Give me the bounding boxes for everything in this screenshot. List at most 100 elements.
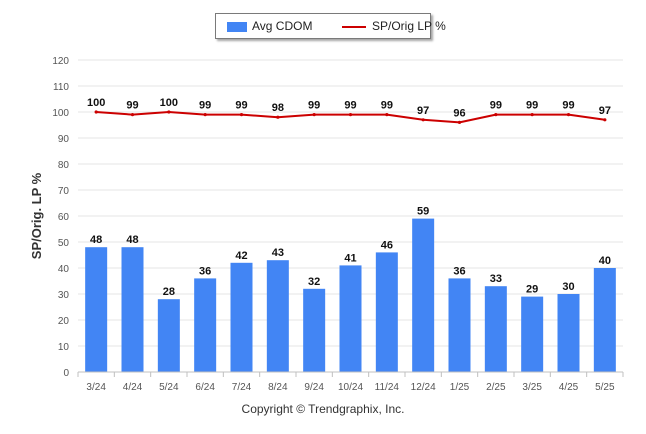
y-tick-label: 50 [58,238,70,249]
line-series [94,110,607,124]
x-tick-label: 2/25 [486,382,506,393]
x-tick-label: 7/24 [232,382,252,393]
line-data-label: 99 [526,100,538,112]
bar-data-label: 28 [163,286,175,298]
legend-swatch-sp-orig-lp [342,26,366,28]
line-point [276,115,280,119]
line-data-label: 97 [599,105,611,117]
bar [266,260,289,372]
bar-data-label: 33 [490,273,502,285]
legend: Avg CDOM SP/Orig LP % [215,13,446,39]
line-point [348,113,353,117]
y-tick-label: 70 [58,186,70,197]
line-point [494,113,498,117]
bar-data-label: 46 [381,239,393,251]
x-tick-label: 3/25 [522,382,542,393]
line-point [239,113,244,117]
line-data-label: 99 [235,100,247,112]
line-point [603,118,607,122]
y-tick-label: 80 [58,160,70,171]
bar-data-label: 48 [126,234,138,246]
y-tick-label: 120 [52,56,69,67]
y-axis-ticks: 0 10 20 30 40 50 60 70 80 90 100 110 120 [52,56,69,379]
bar-data-label: 32 [308,276,320,288]
bar [85,247,108,372]
line-data-label: 96 [453,107,465,119]
bar [194,278,217,372]
x-tick-label: 11/24 [375,382,400,393]
line-data-label: 100 [160,97,178,109]
bar-data-label: 36 [453,265,465,277]
x-tick-label: 8/24 [268,382,288,393]
bar-data-labels: 48 48 28 36 42 43 32 41 46 59 36 33 29 30 40 [90,206,611,299]
line-data-label: 100 [87,97,105,109]
legend-swatch-avg-cdom [227,22,247,32]
bar [230,262,253,372]
line-data-label: 99 [344,100,356,112]
bar-data-label: 59 [417,206,429,218]
bar-data-label: 40 [599,255,611,267]
x-axis-ticks: 3/24 4/24 5/24 6/24 7/24 8/24 9/24 10/24 11/24 12… [77,372,624,393]
bar [557,294,580,372]
line-data-label: 99 [381,100,393,112]
x-tick-label: 12/24 [411,382,436,393]
bar-series [85,218,616,372]
x-tick-label: 5/24 [159,382,179,393]
x-tick-label: 10/24 [338,382,363,393]
bar [157,299,180,372]
y-tick-label: 100 [52,108,69,119]
bar [339,265,362,372]
bar-data-label: 30 [562,281,574,293]
y-tick-label: 30 [58,290,70,301]
x-tick-label: 4/24 [123,382,143,393]
bar [521,296,544,372]
bar [375,252,398,372]
x-tick-label: 3/24 [86,382,106,393]
bar-data-label: 43 [272,247,284,259]
line-point [203,113,207,117]
y-tick-label: 20 [58,316,70,327]
line-point [167,110,171,114]
line-data-label: 98 [272,102,284,114]
y-tick-label: 0 [63,368,69,379]
y-tick-label: 10 [58,342,70,353]
line-point [566,113,571,117]
legend-label-avg-cdom: Avg CDOM [252,19,313,33]
line-point [94,110,98,114]
line-data-labels: 100 99 100 99 99 98 99 99 99 97 96 99 99 99 97 [87,97,611,119]
line-point [421,118,425,122]
y-tick-label: 60 [58,212,70,223]
bar [448,278,471,372]
y-tick-label: 110 [53,82,69,93]
x-tick-label: 4/25 [559,382,579,393]
line-data-label: 97 [417,105,429,117]
bar-data-label: 36 [199,265,211,277]
line-point [457,120,462,124]
copyright-text: Copyright © Trendgraphix, Inc. [241,402,405,416]
line-data-label: 99 [199,100,211,112]
line-point [312,113,316,117]
legend-label-sp-orig-lp: SP/Orig LP % [372,19,446,33]
y-axis-label: SP/Orig. LP % [29,172,44,259]
x-tick-label: 6/24 [195,382,215,393]
bar-data-label: 29 [526,284,538,296]
line-point [385,113,389,117]
x-tick-label: 9/24 [304,382,324,393]
bar-data-label: 42 [235,250,247,262]
line-data-label: 99 [562,100,574,112]
line-point [130,113,135,117]
bar-data-label: 41 [344,252,356,264]
line-data-label: 99 [308,100,320,112]
y-tick-label: 90 [58,134,70,145]
bar [484,286,507,372]
bar [121,247,144,372]
line-data-label: 99 [126,100,138,112]
line-point [530,113,534,117]
x-tick-label: 1/25 [450,382,470,393]
bar [593,268,616,372]
x-tick-label: 5/25 [595,382,615,393]
bar [412,218,435,372]
y-tick-label: 40 [58,264,70,275]
line-data-label: 99 [490,100,502,112]
